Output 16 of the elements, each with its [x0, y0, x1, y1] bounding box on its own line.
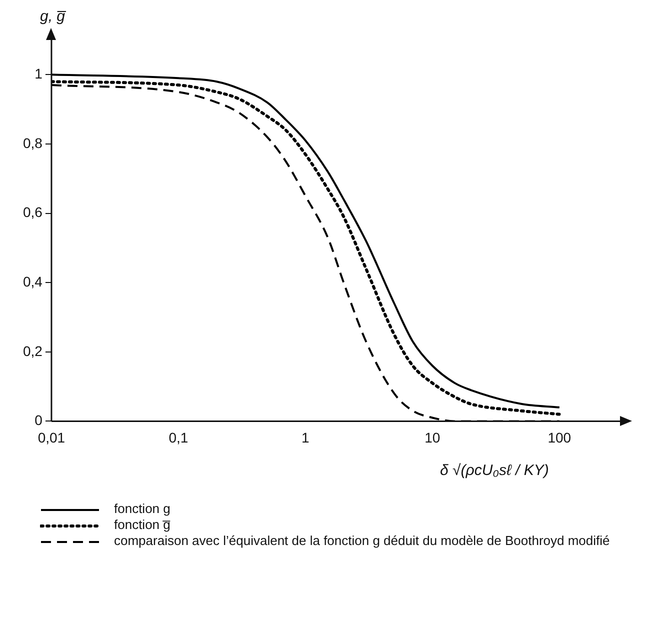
x-tick-label: 100	[548, 429, 572, 446]
legend-label: fonction g̅	[114, 517, 170, 532]
y-tick-label: 0,6	[22, 204, 43, 220]
y-tick-label: 0,2	[22, 342, 43, 359]
x-tick-label: 1	[302, 429, 310, 446]
legend-label: fonction g	[114, 501, 170, 516]
x-tick-label: 10	[424, 429, 440, 446]
x-tick-label: 0,01	[38, 429, 66, 446]
y-axis-title: g, g̅	[40, 8, 66, 25]
legend-label: comparaison avec l’équivalent de la fonction g déduit du modèle de Boothroyd modifié	[114, 533, 610, 548]
y-tick-label: 1	[34, 66, 43, 82]
x-tick-label: 0,1	[168, 429, 188, 446]
y-tick-label: 0	[34, 412, 43, 428]
x-axis-title: δ √(ρcU₀sℓ / KY)	[440, 462, 549, 479]
y-tick-label: 0,4	[22, 273, 43, 290]
y-tick-label: 0,8	[22, 134, 43, 151]
